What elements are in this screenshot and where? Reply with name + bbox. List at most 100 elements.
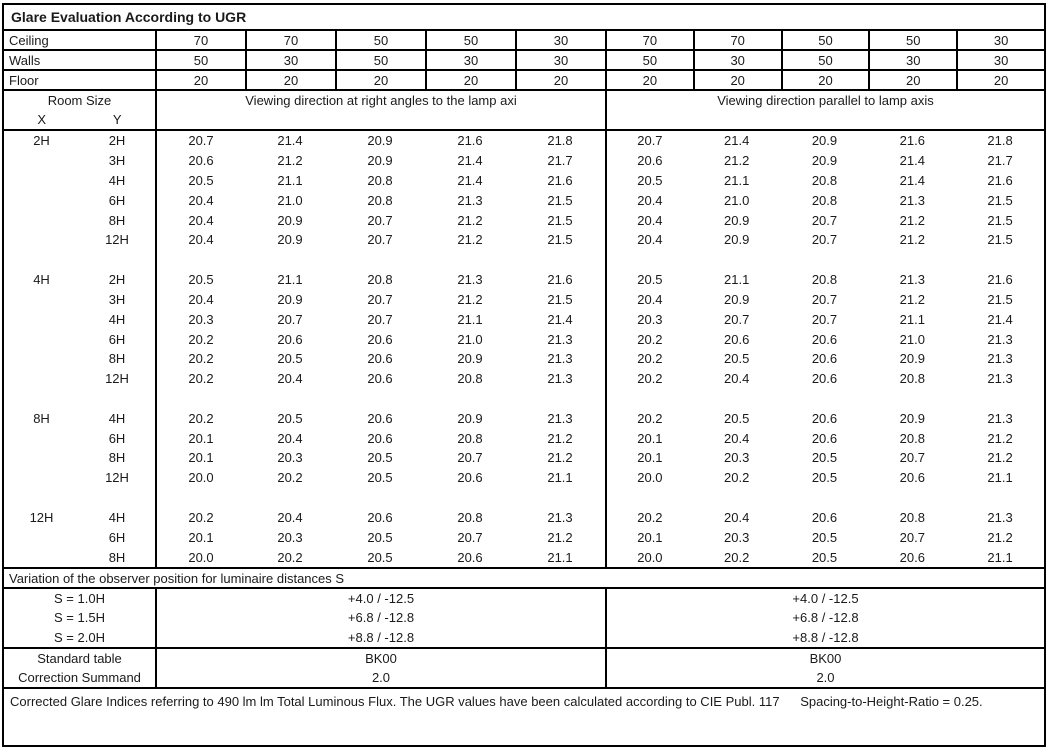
ugr-value: 21.4: [724, 133, 750, 149]
reflectance-value: 20: [425, 71, 515, 89]
room-x-value: [4, 151, 79, 171]
ugr-value: 20.7: [155, 131, 245, 151]
ugr-value: [956, 250, 1044, 270]
ugr-value: 20.6: [277, 331, 303, 347]
ugr-value: 20.8: [367, 173, 393, 189]
ugr-row: 4H 20.3 20.7 20.7 21.1 21.4 20.3 20.7 20.7 21.1 21…: [4, 309, 1044, 330]
ugr-value: 20.7: [457, 450, 483, 466]
ugr-value: 21.6: [987, 272, 1013, 288]
ugr-value: 21.5: [547, 232, 573, 248]
room-y-value: 8H: [108, 549, 126, 565]
ugr-value: 21.5: [547, 212, 573, 228]
room-xy-labels: X Y: [4, 112, 155, 127]
reflectance-value: 70: [605, 31, 693, 49]
ugr-value: 20.8: [457, 371, 483, 387]
ugr-value: 20.4: [605, 190, 693, 211]
ugr-value: [515, 250, 605, 270]
ugr-value: 20.8: [811, 272, 838, 288]
room-x-value: [4, 329, 79, 349]
ugr-value: 21.7: [547, 153, 573, 169]
ugr-value: [781, 488, 869, 508]
ugr-value: 21.2: [277, 153, 303, 169]
reflectance-value: 50: [780, 31, 869, 49]
ugr-value: [868, 250, 956, 270]
ugr-value: 20.2: [724, 549, 750, 565]
ugr-data-grid: 2H 2H 20.7 21.4 20.9 21.6 21.8 20.7 21.4 20.9 21.6…: [4, 131, 1044, 569]
room-x-value: [4, 448, 79, 468]
ugr-value: [868, 389, 956, 409]
reflectance-value: 30: [956, 51, 1044, 69]
ugr-value: 21.0: [899, 331, 925, 347]
spacer-row: [4, 388, 1044, 409]
reflectance-value: 20: [605, 71, 693, 89]
ugr-value: 21.3: [547, 331, 573, 347]
ugr-value: 20.6: [811, 410, 838, 426]
ugr-value: 20.1: [605, 448, 693, 468]
summary-row: Correction Summand 2.0 2.0: [4, 668, 1044, 687]
ugr-value: 20.2: [605, 349, 693, 369]
room-y-value: 6H: [108, 192, 126, 208]
reflectance-value: 30: [515, 31, 605, 49]
ugr-value: 20.5: [605, 170, 693, 191]
room-x-value: [4, 309, 79, 329]
ugr-value: 20.9: [367, 133, 393, 149]
ugr-value: 20.6: [367, 351, 393, 367]
ugr-value: 21.1: [987, 470, 1013, 486]
ugr-row: 4H 20.5 21.1 20.8 21.4 21.6 20.5 21.1 20.8 21.4 21…: [4, 170, 1044, 191]
ugr-value: 20.5: [277, 410, 303, 426]
ugr-value: 20.6: [811, 371, 838, 387]
ugr-value: 21.1: [899, 311, 925, 327]
ugr-value: 20.6: [457, 470, 483, 486]
ugr-row: 12H 20.4 20.9 20.7 21.2 21.5 20.4 20.9 20.7 21.2 2…: [4, 230, 1044, 250]
variation-value-left: +6.8 / -12.8: [155, 608, 605, 628]
ugr-value: 21.6: [547, 272, 573, 288]
ugr-row: 6H 20.1 20.4 20.6 20.8 21.2 20.1 20.4 20.6 20.8 21…: [4, 428, 1044, 449]
room-y-value: 3H: [108, 291, 126, 307]
ugr-value: 20.8: [457, 430, 483, 446]
ugr-value: 21.4: [987, 311, 1013, 327]
ugr-value: 20.7: [811, 291, 838, 307]
ugr-value: 20.2: [277, 549, 303, 565]
ugr-value: 21.3: [899, 272, 925, 288]
room-x-value: [4, 230, 79, 250]
ugr-value: 20.8: [899, 430, 925, 446]
room-y-value: 2H: [108, 133, 126, 149]
ugr-value: 20.4: [277, 371, 303, 387]
ugr-value: [425, 389, 515, 409]
ugr-value: 20.4: [277, 430, 303, 446]
room-x-value: [4, 488, 79, 508]
ugr-value: 21.2: [457, 212, 483, 228]
ugr-value: 21.2: [987, 529, 1013, 545]
variation-row: S = 1.0H +4.0 / -12.5 +4.0 / -12.5: [4, 589, 1044, 609]
ugr-value: [693, 488, 781, 508]
ugr-value: 20.3: [277, 450, 303, 466]
variation-value-right: +4.0 / -12.5: [605, 589, 1044, 609]
ugr-value: 20.9: [724, 291, 750, 307]
room-y-value: 6H: [108, 430, 126, 446]
ugr-row: 8H 20.1 20.3 20.5 20.7 21.2 20.1 20.3 20.5 20.7 21…: [4, 448, 1044, 468]
reflectance-row: Floor 20 20 20 20 20 20 20 20 20 20: [4, 71, 1044, 91]
ugr-value: 20.2: [155, 507, 245, 528]
variation-value-left: +4.0 / -12.5: [155, 589, 605, 609]
room-y-value: [79, 250, 155, 270]
reflectance-value: 20: [515, 71, 605, 89]
ugr-value: 20.9: [277, 212, 303, 228]
ugr-value: 20.5: [811, 549, 838, 565]
ugr-value: 20.2: [605, 368, 693, 389]
ugr-value: 20.5: [155, 269, 245, 290]
ugr-value: [781, 389, 869, 409]
ugr-value: 21.0: [457, 331, 483, 347]
ugr-value: 21.3: [457, 192, 483, 208]
ugr-value: [335, 389, 425, 409]
ugr-value: 21.4: [457, 153, 483, 169]
room-x-value: 4H: [33, 272, 50, 288]
ugr-value: 20.1: [155, 428, 245, 449]
reflectance-value: 20: [155, 71, 245, 89]
ugr-value: 20.4: [724, 430, 750, 446]
room-x-value: [4, 527, 79, 547]
reflectance-row-label: Ceiling: [9, 32, 49, 48]
summary-value-right: BK00: [605, 649, 1044, 668]
ugr-value: 20.9: [899, 351, 925, 367]
room-x-value: [4, 349, 79, 369]
ugr-value: 20.4: [155, 190, 245, 211]
